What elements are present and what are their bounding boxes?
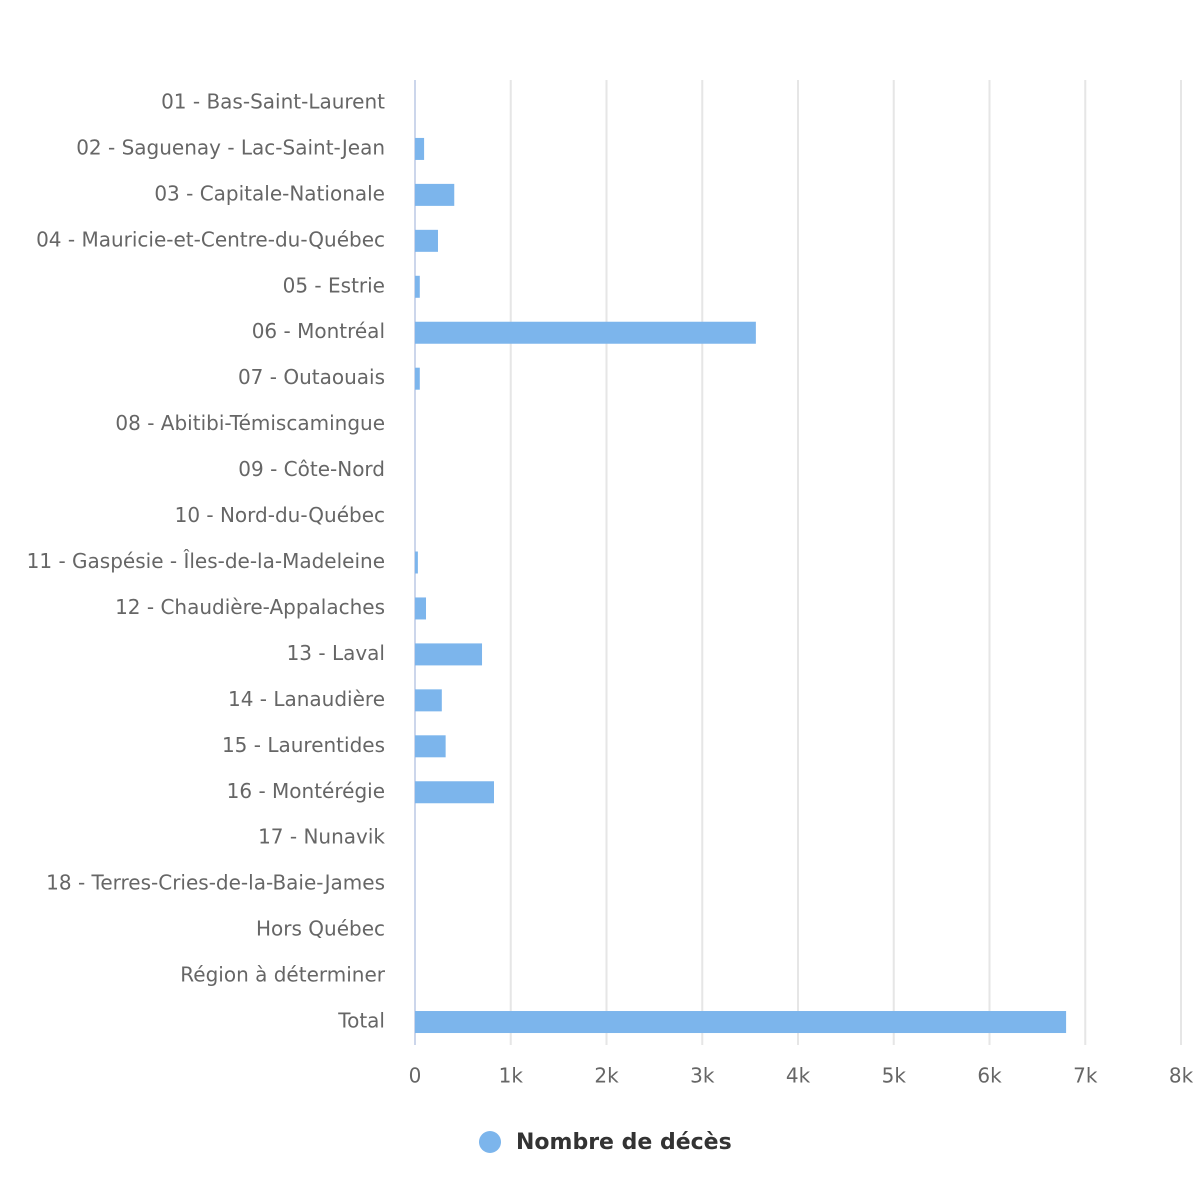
y-tick-label: 02 - Saguenay - Lac-Saint-Jean	[76, 135, 385, 159]
bar	[415, 551, 418, 574]
y-tick-label: Région à déterminer	[180, 963, 385, 987]
y-tick-label: 11 - Gaspésie - Îles-de-la-Madeleine	[27, 549, 385, 573]
bar	[415, 689, 442, 712]
y-tick-label: 05 - Estrie	[283, 273, 385, 297]
y-tick-label: 15 - Laurentides	[222, 733, 385, 757]
x-tick-label: 5k	[882, 1064, 907, 1088]
bar	[415, 321, 756, 344]
bar	[415, 1011, 1067, 1034]
y-tick-label: 14 - Lanaudière	[228, 687, 385, 711]
bar	[415, 137, 425, 160]
bar	[415, 643, 483, 666]
bar	[415, 735, 446, 758]
y-tick-label: 04 - Mauricie-et-Centre-du-Québec	[36, 227, 385, 251]
bar	[415, 597, 427, 620]
y-tick-label: Hors Québec	[256, 917, 385, 941]
y-tick-label: 01 - Bas-Saint-Laurent	[161, 89, 385, 113]
y-tick-label: 16 - Montérégie	[227, 779, 385, 803]
y-tick-label: 12 - Chaudière-Appalaches	[115, 595, 385, 619]
bar	[415, 275, 420, 298]
legend-marker	[479, 1131, 501, 1153]
y-tick-label: Total	[337, 1009, 385, 1033]
y-tick-label: 17 - Nunavik	[258, 825, 385, 849]
y-tick-label: 08 - Abitibi-Témiscamingue	[115, 411, 385, 435]
y-tick-label: 10 - Nord-du-Québec	[175, 503, 385, 527]
bar	[415, 367, 420, 390]
y-tick-label: 03 - Capitale-Nationale	[154, 181, 385, 205]
x-tick-label: 4k	[786, 1064, 811, 1088]
bar	[415, 183, 455, 206]
y-tick-label: 09 - Côte-Nord	[238, 457, 385, 481]
x-tick-label: 0	[409, 1064, 422, 1088]
y-tick-label: 06 - Montréal	[252, 319, 385, 343]
x-tick-label: 3k	[690, 1064, 715, 1088]
x-tick-label: 2k	[594, 1064, 619, 1088]
x-tick-label: 6k	[977, 1064, 1002, 1088]
x-tick-label: 8k	[1169, 1064, 1194, 1088]
bar	[415, 781, 494, 804]
x-tick-label: 7k	[1073, 1064, 1098, 1088]
y-tick-label: 07 - Outaouais	[238, 365, 385, 389]
y-tick-label: 18 - Terres-Cries-de-la-Baie-James	[46, 871, 385, 895]
bar	[415, 229, 438, 252]
x-tick-label: 1k	[499, 1064, 524, 1088]
y-tick-label: 13 - Laval	[287, 641, 385, 665]
legend-label: Nombre de décès	[516, 1130, 732, 1155]
